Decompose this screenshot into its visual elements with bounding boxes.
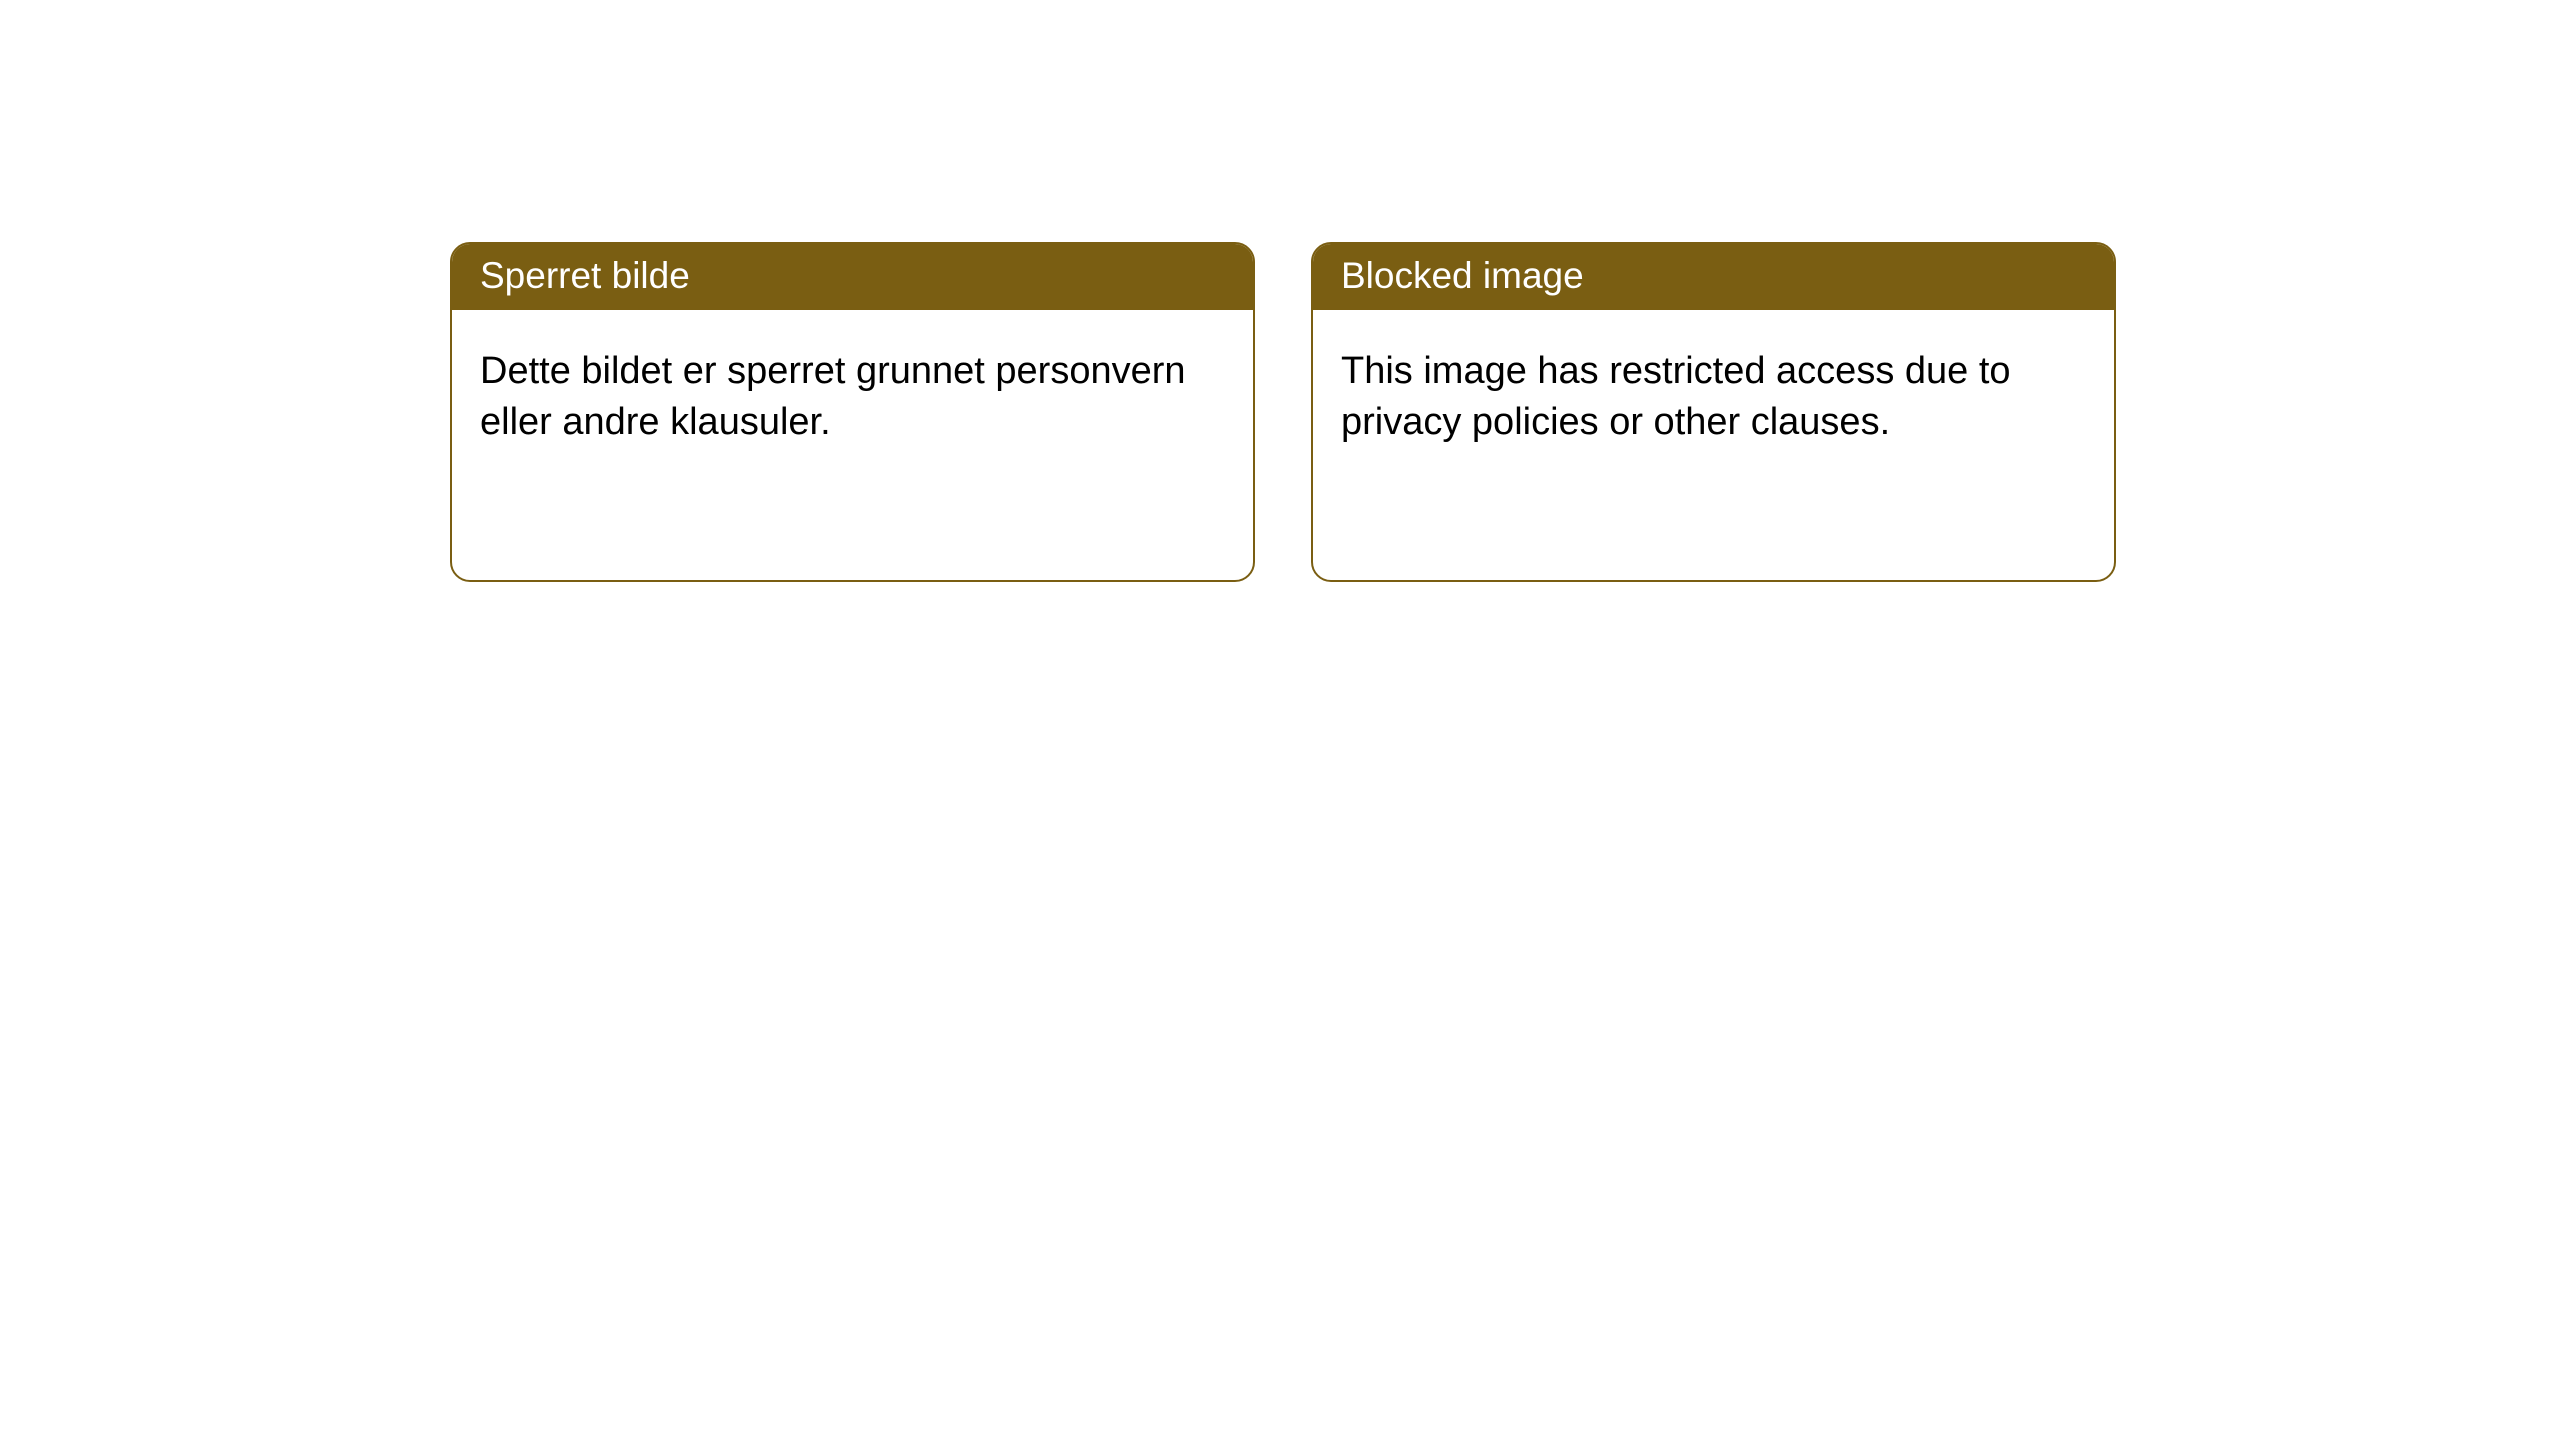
card-message: Dette bildet er sperret grunnet personve… [480,350,1186,442]
blocked-image-card-no: Sperret bilde Dette bildet er sperret gr… [450,242,1255,582]
card-body: This image has restricted access due to … [1313,310,2114,474]
card-title: Blocked image [1341,255,1584,296]
blocked-image-card-en: Blocked image This image has restricted … [1311,242,2116,582]
card-body: Dette bildet er sperret grunnet personve… [452,310,1253,474]
notice-cards-container: Sperret bilde Dette bildet er sperret gr… [0,0,2560,582]
card-message: This image has restricted access due to … [1341,350,2011,442]
card-title: Sperret bilde [480,255,690,296]
card-header: Blocked image [1313,244,2114,310]
card-header: Sperret bilde [452,244,1253,310]
